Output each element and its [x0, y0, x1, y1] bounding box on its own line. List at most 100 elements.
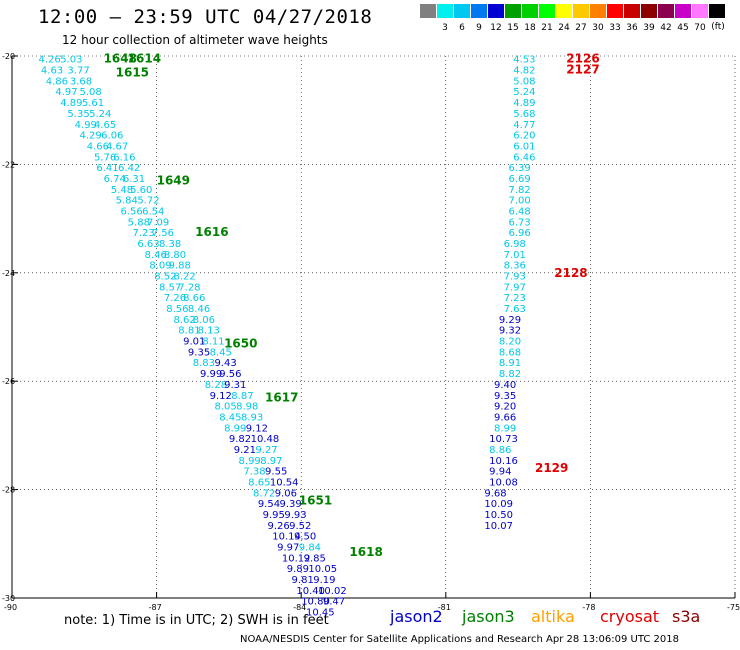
legend-bin-label: 21 [541, 23, 553, 33]
track-time-label: 2127 [566, 63, 599, 77]
wave-height-value: 4.89 [513, 98, 535, 109]
wave-height-value: 9.94 [489, 467, 511, 478]
wave-height-value: 4.29 [79, 131, 101, 142]
legend-bin-label: 36 [626, 23, 638, 33]
wave-height-value: 6.74 [104, 174, 126, 185]
track-time-label: 1616 [195, 225, 228, 239]
wave-height-value: 3.68 [70, 76, 92, 87]
wave-height-value: 7.28 [178, 282, 200, 293]
wave-height-value: 8.05 [214, 402, 236, 413]
wave-height-value: 4.63 [41, 66, 63, 77]
wave-height-value: 10.54 [270, 477, 299, 488]
wave-height-value: 5.08 [79, 87, 101, 98]
wave-height-value: 9.32 [499, 326, 521, 337]
wave-height-value: 9.85 [304, 553, 326, 564]
wave-height-value: 5.84 [116, 196, 138, 207]
wave-height-value: 8.20 [499, 337, 521, 348]
y-tick-label: -24 [2, 269, 15, 278]
wave-height-value: 8.45 [210, 347, 232, 358]
track-time-label: 2126 [566, 52, 599, 66]
wave-height-value: 4.99 [75, 120, 97, 131]
wave-height-value: 6.20 [513, 131, 535, 142]
wave-height-value: 9.12 [210, 391, 232, 402]
wave-height-value: 10.45 [306, 608, 335, 619]
wave-height-value: 5.61 [82, 98, 104, 109]
wave-height-value: 6.56 [120, 206, 142, 217]
satellite-s3a: s3a [672, 607, 701, 626]
page-subtitle: 12 hour collection of altimeter wave hei… [62, 33, 328, 47]
wave-height-value: 5.88 [128, 217, 150, 228]
legend-unit-label: (ft) [711, 22, 725, 32]
track-time-label: 1615 [116, 65, 149, 79]
y-tick-label: -20 [2, 52, 15, 61]
wave-height-value: 5.24 [513, 87, 535, 98]
wave-height-value: 8.38 [159, 239, 181, 250]
legend-swatch [437, 4, 453, 18]
legend-bin-label: 30 [592, 23, 604, 33]
track-time-label: 1649 [157, 174, 190, 188]
legend-bin-label: 70 [694, 23, 706, 33]
x-tick-label: -81 [438, 603, 451, 612]
wave-height-value: 4.26 [39, 55, 61, 66]
wave-height-value: 7.63 [504, 304, 526, 315]
wave-height-value: 5.35 [67, 109, 89, 120]
legend-bin-label: 9 [476, 23, 482, 33]
wave-height-value: 5.24 [89, 109, 111, 120]
wave-height-value: 9.88 [169, 261, 191, 272]
legend-swatch [556, 4, 572, 18]
wave-height-value: 7.56 [152, 228, 174, 239]
wave-height-value: 6.48 [508, 206, 530, 217]
wave-height-value: 8.57 [159, 282, 181, 293]
wave-height-value: 8.87 [231, 391, 253, 402]
wave-height-value: 5.72 [137, 196, 159, 207]
wave-height-value: 7.97 [504, 282, 526, 293]
legend-bin-label: 12 [490, 23, 502, 33]
legend-swatch [488, 4, 504, 18]
legend-swatch [454, 4, 470, 18]
wave-height-value: 8.65 [248, 477, 270, 488]
wave-height-value: 8.06 [193, 315, 215, 326]
wave-height-value: 8.13 [198, 326, 220, 337]
track-time-label: 1650 [224, 336, 257, 350]
track-time-label: 1614 [128, 52, 161, 66]
wave-height-value: 6.42 [118, 163, 140, 174]
legend-swatch [641, 4, 657, 18]
wave-height-value: 9.68 [484, 488, 506, 499]
color-legend: 3 6 9 12 15 18 21 24 27 30 33 36 39 42 45 70 (ft) [420, 4, 730, 36]
legend-swatch [692, 4, 708, 18]
x-tick-label: -78 [582, 603, 595, 612]
wave-height-value: 10.16 [489, 456, 518, 467]
wave-height-value: 10.14 [272, 532, 301, 543]
satellite-jason3: jason3 [462, 607, 515, 626]
legend-swatch [420, 4, 436, 18]
wave-height-value: 8.11 [202, 337, 224, 348]
wave-height-value: 9.93 [284, 510, 306, 521]
wave-height-value: 9.26 [267, 521, 289, 532]
wave-height-value: 9.06 [275, 488, 297, 499]
wave-height-value: 6.54 [142, 206, 164, 217]
wave-height-value: 6.98 [504, 239, 526, 250]
wave-height-value: 8.28 [205, 380, 227, 391]
wave-height-value: 8.22 [173, 272, 195, 283]
wave-height-value: 4.97 [55, 87, 77, 98]
wave-height-value: 9.31 [224, 380, 246, 391]
wave-height-value: 6.96 [508, 228, 530, 239]
legend-bin-label: 27 [575, 23, 587, 33]
wave-height-value: 8.72 [253, 488, 275, 499]
legend-swatch [573, 4, 589, 18]
wave-height-value: 6.63 [137, 239, 159, 250]
wave-height-value: 8.09 [149, 261, 171, 272]
wave-height-value: 9.95 [263, 510, 285, 521]
wave-height-value: 7.23 [504, 293, 526, 304]
wave-height-value: 10.02 [318, 586, 347, 597]
wave-height-value: 9.66 [494, 412, 516, 423]
wave-height-value: 9.56 [219, 369, 241, 380]
legend-swatch [658, 4, 674, 18]
wave-height-value: 9.99 [200, 369, 222, 380]
legend-bin-label: 42 [660, 23, 672, 33]
wave-height-value: 5.68 [513, 109, 535, 120]
wave-height-value: 6.01 [513, 141, 535, 152]
wave-height-value: 7.23 [133, 228, 155, 239]
wave-height-value: 5.76 [94, 152, 116, 163]
y-tick-label: -22 [2, 160, 15, 169]
